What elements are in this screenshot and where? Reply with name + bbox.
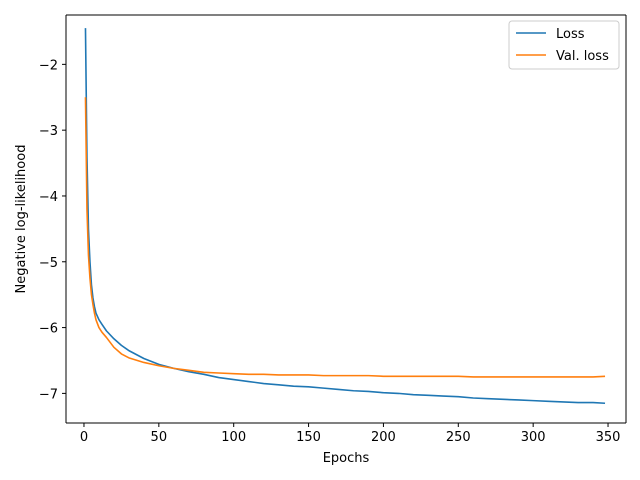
- y-tick-label-4: −4: [39, 190, 58, 205]
- y-tick-label-6: −6: [39, 322, 58, 337]
- y-tick-label-5: −5: [39, 256, 58, 271]
- y-tick-label-3: −3: [39, 124, 58, 139]
- x-tick-label-300: 300: [521, 430, 546, 445]
- plot-area: [66, 15, 626, 423]
- series-line-loss: [84, 28, 606, 405]
- series-line-val-loss: [84, 97, 606, 378]
- y-axis-label: Negative log-likelihood: [14, 145, 29, 294]
- x-tick-label-200: 200: [371, 430, 396, 445]
- x-tick-label-250: 250: [446, 430, 471, 445]
- legend-label-loss: Loss: [556, 27, 585, 42]
- x-tick-label-100: 100: [221, 430, 246, 445]
- x-axis-label: Epochs: [323, 451, 370, 466]
- x-axis-ticks: 0 50 100 150 200 250 300 350: [80, 423, 621, 445]
- legend-label-val-loss: Val. loss: [556, 49, 609, 64]
- x-tick-label-350: 350: [596, 430, 621, 445]
- x-tick-label-0: 0: [80, 430, 88, 445]
- series-layer: [84, 28, 606, 405]
- y-axis-ticks: −7 −6 −5 −4 −3 −2: [39, 58, 66, 402]
- y-tick-label-2: −2: [39, 58, 58, 73]
- x-tick-label-150: 150: [296, 430, 321, 445]
- legend: Loss Val. loss: [508, 20, 620, 70]
- y-tick-label-7: −7: [39, 387, 58, 402]
- x-tick-label-50: 50: [151, 430, 168, 445]
